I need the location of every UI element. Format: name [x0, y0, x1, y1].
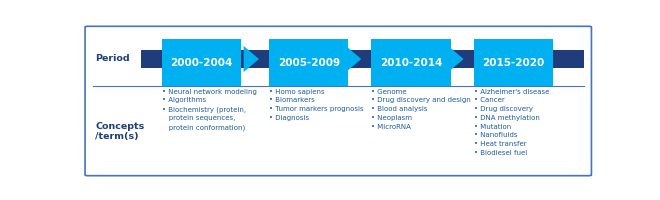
- Bar: [474, 39, 553, 86]
- Text: • Genome
• Drug discovery and design
• Blood analysis
• Neoplasm
• MicroRNA: • Genome • Drug discovery and design • B…: [372, 89, 471, 130]
- Text: • Homo sapiens
• Biomarkers
• Tumor markers prognosis
• Diagnosis: • Homo sapiens • Biomarkers • Tumor mark…: [269, 89, 364, 121]
- Bar: [372, 39, 451, 86]
- Text: 2010-2014: 2010-2014: [380, 58, 442, 68]
- Polygon shape: [346, 46, 361, 72]
- Text: Concepts
/term(s): Concepts /term(s): [95, 122, 145, 142]
- FancyBboxPatch shape: [85, 26, 591, 176]
- Text: • Alzheimer's disease
• Cancer
• Drug discovery
• DNA methylation
• Mutation
• N: • Alzheimer's disease • Cancer • Drug di…: [474, 89, 549, 156]
- Text: 2005-2009: 2005-2009: [278, 58, 340, 68]
- Bar: [162, 39, 241, 86]
- Polygon shape: [448, 46, 463, 72]
- Polygon shape: [244, 46, 259, 72]
- Text: 2015-2020: 2015-2020: [482, 58, 544, 68]
- Text: • Neural network modeling
• Algorithms
• Biochemistry (protein,
   protein seque: • Neural network modeling • Algorithms •…: [162, 89, 257, 131]
- Bar: [141, 50, 583, 68]
- Text: Period: Period: [95, 54, 130, 63]
- Text: 2000-2004: 2000-2004: [170, 58, 232, 68]
- Bar: [269, 39, 348, 86]
